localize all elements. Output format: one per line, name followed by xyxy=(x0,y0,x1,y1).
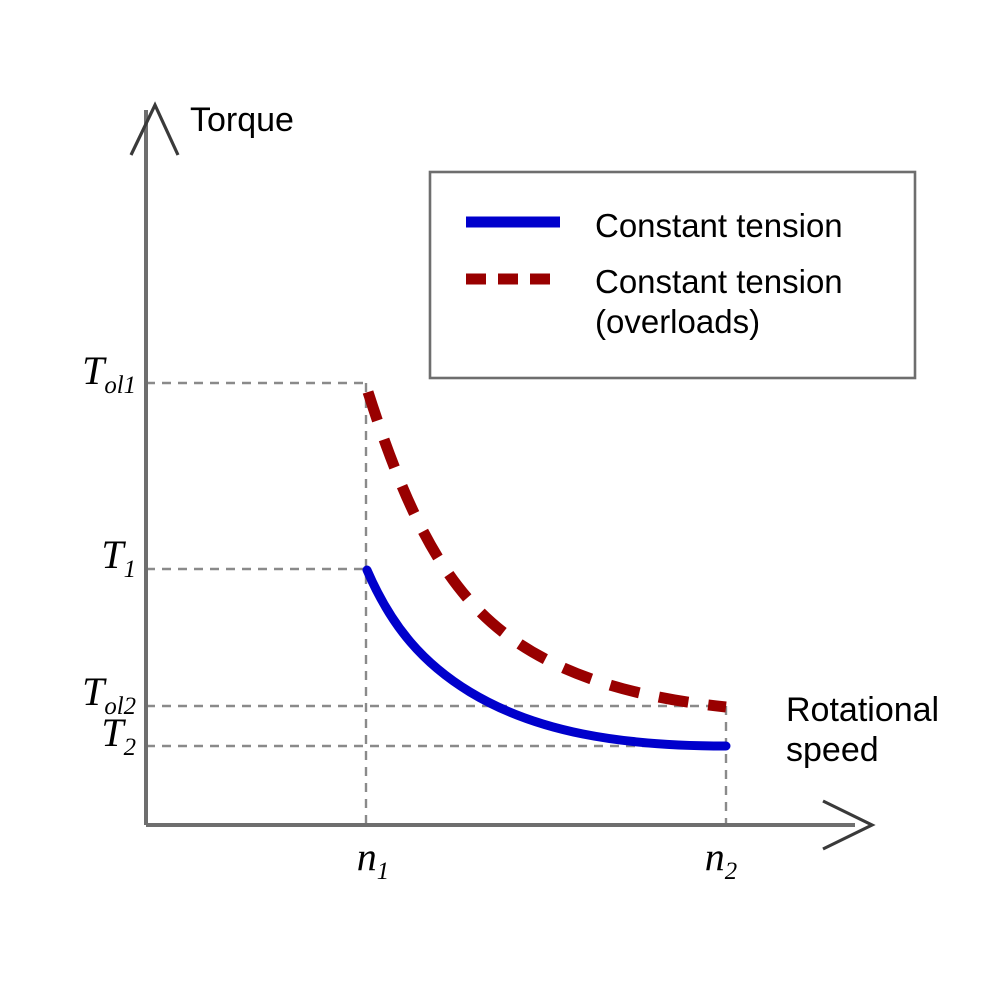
y-tick-label-tol2: Tol2 xyxy=(18,668,136,721)
y-tick-label-t2: T2 xyxy=(18,709,136,762)
y-tick-sub: ol1 xyxy=(104,372,136,399)
x-tick-base: n xyxy=(356,834,377,879)
data-curves xyxy=(362,390,731,751)
y-tick-label-t1: T1 xyxy=(18,531,136,584)
y-tick-sub: 1 xyxy=(123,556,136,583)
y-tick-sub: 2 xyxy=(123,734,136,761)
y-tick-base: T xyxy=(82,669,105,714)
y-tick-base: T xyxy=(82,348,105,393)
legend-label-constant-tension: Constant tension xyxy=(595,207,843,244)
curve-constant-tension-overloads xyxy=(362,390,727,713)
y-tick-base: T xyxy=(101,710,124,755)
x-tick-label-n2: n2 xyxy=(686,833,756,886)
gridlines xyxy=(146,381,728,825)
y-tick-label-tol1: Tol1 xyxy=(18,347,136,400)
axes xyxy=(129,101,876,851)
x-tick-sub: 1 xyxy=(376,858,390,885)
x-axis-title: Rotational speed xyxy=(786,691,940,770)
y-tick-base: T xyxy=(101,532,124,577)
x-tick-label-n1: n1 xyxy=(338,833,408,886)
curve-constant-tension xyxy=(362,565,731,751)
legend-label-constant-tension-overloads: Constant tension (overloads) xyxy=(595,263,843,340)
y-axis-title: Torque xyxy=(190,101,294,139)
x-tick-sub: 2 xyxy=(724,858,738,885)
x-axis-arrowhead-icon xyxy=(822,799,876,851)
y-tick-sub: ol2 xyxy=(104,693,136,720)
y-axis-arrowhead-icon xyxy=(129,101,180,156)
legend[interactable] xyxy=(428,170,917,380)
x-tick-base: n xyxy=(704,834,725,879)
